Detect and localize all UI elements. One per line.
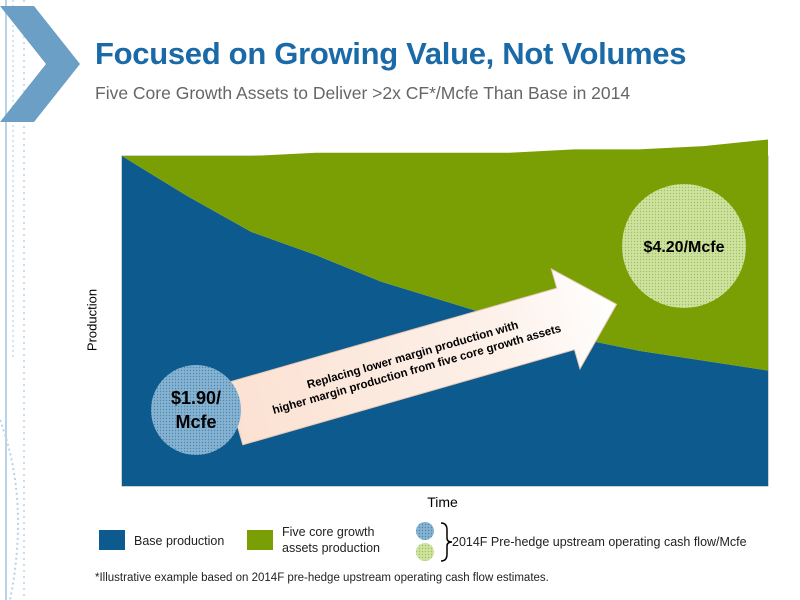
footnote: *Illustrative example based on 2014F pre…: [95, 572, 549, 584]
left-decorative-band: [0, 0, 25, 600]
high-cashflow-bubble: $4.20/Mcfe: [622, 184, 746, 308]
legend-base-swatch: [99, 530, 125, 550]
x-axis-label: Time: [427, 494, 458, 510]
legend-base-label: Base production: [134, 534, 225, 548]
low-bubble-line-1: $1.90/: [171, 388, 221, 408]
legend-growth-label-line-1: Five core growth: [282, 525, 375, 539]
legend-cashflow-label: 2014F Pre-hedge upstream operating cash …: [452, 535, 747, 549]
chevron-logo-icon: [0, 6, 80, 122]
page-subtitle: Five Core Growth Assets to Deliver >2x C…: [95, 83, 631, 103]
high-bubble-text: $4.20/Mcfe: [644, 239, 725, 256]
legend-growth-swatch: [247, 530, 273, 550]
legend-growth-label: Five core growth assets production: [282, 524, 380, 556]
page-title: Focused on Growing Value, Not Volumes: [95, 36, 687, 71]
low-bubble-line-2: Mcfe: [175, 412, 216, 432]
low-cashflow-bubble: $1.90/ Mcfe: [151, 365, 241, 455]
legend-growth-label-line-2: assets production: [282, 541, 380, 555]
legend-bubbles-icon: [416, 522, 453, 562]
